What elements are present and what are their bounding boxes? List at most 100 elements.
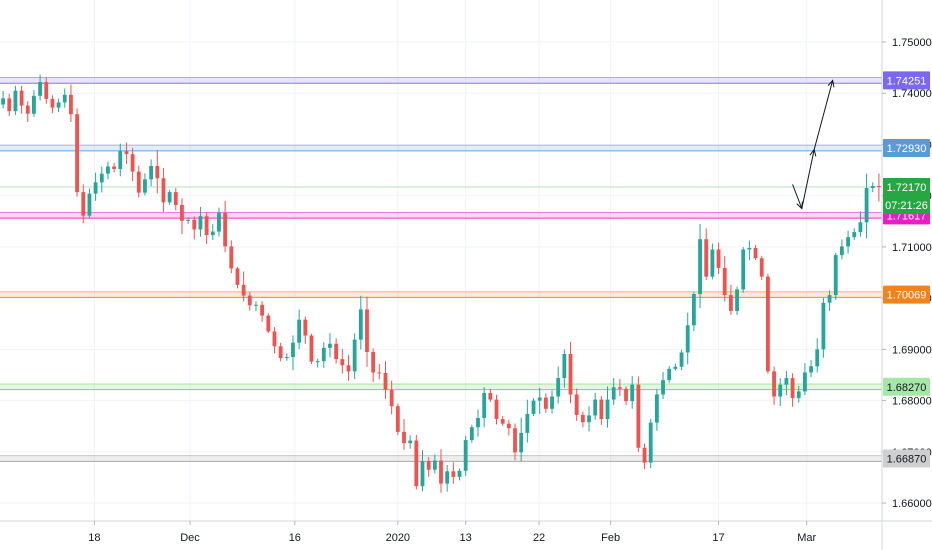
candle-body <box>383 372 388 390</box>
candle-body <box>321 347 326 362</box>
candle-body <box>605 399 610 420</box>
candle-body <box>846 237 850 247</box>
candle-body <box>124 151 129 155</box>
candle-body <box>735 289 739 311</box>
level-price-tag-label: 1.66870 <box>887 454 927 466</box>
projection-arrowhead <box>827 79 835 88</box>
candle-body <box>858 222 863 233</box>
candlestick-series <box>1 74 881 493</box>
x-tick-label: 2020 <box>386 532 410 544</box>
candle-body <box>315 361 320 363</box>
candle-body <box>630 384 635 402</box>
candle-body <box>198 216 203 230</box>
x-tick-label: Dec <box>180 532 200 544</box>
candle-body <box>772 371 776 397</box>
candle-body <box>389 389 394 407</box>
candle-body <box>247 295 252 306</box>
level-price-tag-label: 1.70069 <box>887 290 927 302</box>
y-tick-label: 1.75000 <box>892 37 932 49</box>
candle-body <box>790 378 795 399</box>
candle-body <box>864 188 869 223</box>
level-zone <box>0 145 882 151</box>
candle-body <box>624 388 628 402</box>
candle-body <box>654 394 659 423</box>
candle-body <box>260 304 265 316</box>
candle-body <box>667 368 672 381</box>
projection-segment <box>792 184 803 209</box>
candle-body <box>13 90 18 112</box>
candle-body <box>358 309 363 340</box>
y-tick-label: 1.68000 <box>892 396 932 408</box>
candle-body <box>19 90 24 106</box>
level-zone <box>0 291 882 298</box>
candle-body <box>704 239 709 277</box>
candle-body <box>580 414 585 423</box>
candle-body <box>796 391 801 399</box>
candle-body <box>741 249 746 290</box>
bar-countdown-label: 07:21:26 <box>885 200 928 212</box>
candle-body <box>371 351 376 373</box>
candle-body <box>673 366 678 369</box>
candle-body <box>525 413 530 433</box>
candle-body <box>340 359 345 366</box>
candle-body <box>192 219 197 230</box>
candle-body <box>636 384 641 448</box>
candle-body <box>519 432 524 453</box>
candle-body <box>93 182 98 194</box>
candle-body <box>562 353 567 379</box>
candle-body <box>155 165 160 179</box>
y-axis-tick-labels: 1.750001.740001.730001.720001.710001.700… <box>882 37 932 510</box>
candle-body <box>303 319 308 336</box>
candle-body <box>112 166 117 170</box>
candle-body <box>753 247 758 259</box>
candle-body <box>223 212 228 247</box>
candle-body <box>87 193 92 216</box>
candle-body <box>716 249 721 268</box>
y-tick-label: 1.74000 <box>892 88 932 100</box>
candle-body <box>642 447 647 463</box>
level-price-tag <box>883 71 930 90</box>
candle-body <box>272 331 277 347</box>
candle-body <box>99 173 104 183</box>
candle-body <box>204 216 209 236</box>
candle-body <box>284 357 289 359</box>
candle-body <box>186 219 191 221</box>
candle-body <box>334 343 339 360</box>
level-zone <box>0 77 882 84</box>
candle-body <box>426 461 431 470</box>
y-tick-label: 1.66000 <box>892 498 932 510</box>
candle-body <box>328 343 332 348</box>
candle-body <box>648 422 653 463</box>
candle-body <box>395 406 400 432</box>
projection-segment <box>813 80 834 150</box>
candle-body <box>661 380 665 395</box>
candle-body <box>821 302 826 350</box>
candle-body <box>136 171 141 193</box>
candle-body <box>839 246 844 256</box>
candle-body <box>747 247 752 250</box>
candle-body <box>217 212 221 232</box>
candle-body <box>556 378 561 397</box>
current-price-tag <box>883 177 930 214</box>
candle-body <box>291 342 295 358</box>
level-price-tag-label: 1.72930 <box>887 143 927 155</box>
candle-body <box>500 419 505 424</box>
candle-body <box>75 114 80 193</box>
candle-body <box>420 461 425 487</box>
candle-body <box>587 415 591 423</box>
candle-body <box>815 349 820 367</box>
candle-body <box>759 258 764 277</box>
candle-body <box>506 423 511 429</box>
candle-body <box>118 151 123 170</box>
candle-body <box>550 396 554 409</box>
candle-body <box>254 304 258 306</box>
candle-body <box>765 276 770 372</box>
candle-body <box>469 427 474 441</box>
x-tick-label: 17 <box>712 532 724 544</box>
x-tick-label: 22 <box>533 532 545 544</box>
candle-body <box>494 399 499 420</box>
price-axis-tags: 1.742511.729301.716171.700691.682701.668… <box>883 71 930 468</box>
candle-body <box>309 335 314 362</box>
candle-body <box>451 471 456 477</box>
